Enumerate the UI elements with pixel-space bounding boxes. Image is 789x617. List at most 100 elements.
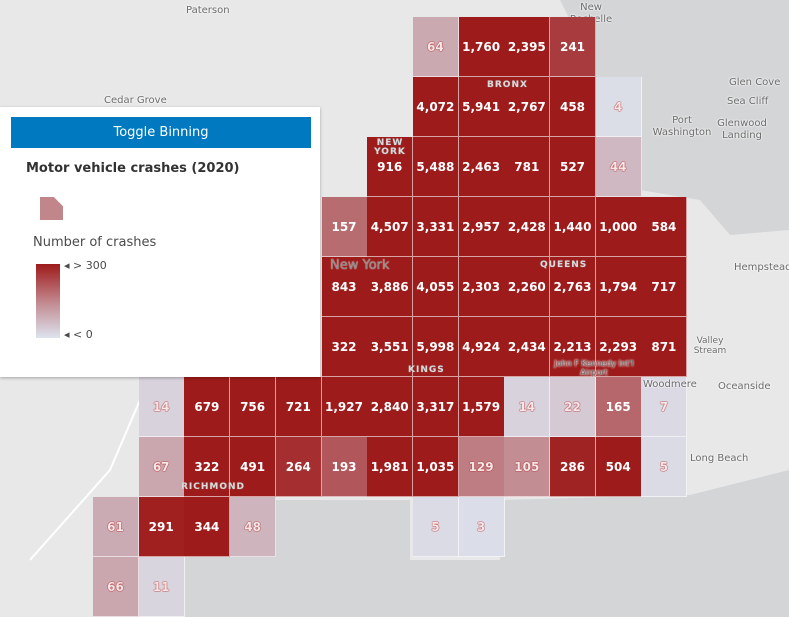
bin-cell[interactable]: 5,998 [412, 317, 459, 377]
ramp-title: Number of crashes [33, 235, 157, 250]
bin-cell[interactable]: 264 [275, 437, 322, 497]
bin-cell[interactable]: 3,317 [412, 377, 459, 437]
bin-cell[interactable]: 2,428 [504, 197, 551, 257]
bin-cell[interactable]: 5,488 [412, 137, 459, 197]
bin-cell[interactable]: 871 [641, 317, 688, 377]
bin-cell[interactable]: 22 [550, 377, 596, 437]
bin-cell[interactable]: 1,579 [458, 377, 505, 437]
bin-cell[interactable]: 105 [504, 437, 551, 497]
place-label: Glenwood Landing [717, 118, 767, 141]
bin-cell[interactable]: 2,434 [504, 317, 551, 377]
bin-cell[interactable]: 2,303 [458, 257, 505, 317]
borough-label: RICHMOND [181, 482, 246, 492]
place-label: Woodmere [643, 379, 697, 390]
bin-cell[interactable]: 4,072 [412, 77, 459, 137]
place-label: Port Washington [652, 115, 712, 138]
ramp-high-label: ◂ > 300 [64, 259, 107, 272]
bin-cell[interactable]: 2,260 [504, 257, 551, 317]
bin-cell[interactable]: 1,981 [367, 437, 414, 497]
bin-cell[interactable]: 1,035 [412, 437, 459, 497]
bin-cell[interactable]: 2,763 [550, 257, 596, 317]
bin-cell[interactable]: 66 [93, 557, 139, 617]
bin-cell[interactable]: 291 [138, 497, 185, 557]
place-label: Cedar Grove [104, 95, 167, 106]
bin-symbol-icon [40, 197, 63, 220]
place-label: Sea Cliff [727, 96, 769, 107]
bin-cell[interactable]: 2,840 [367, 377, 414, 437]
bin-cell[interactable]: 344 [184, 497, 231, 557]
bin-cell[interactable]: 1,440 [550, 197, 596, 257]
bin-cell[interactable]: 2,463 [458, 137, 505, 197]
bin-cell[interactable]: 504 [595, 437, 642, 497]
bin-cell[interactable]: 458 [550, 77, 596, 137]
bin-cell[interactable]: 3 [458, 497, 505, 557]
bin-cell[interactable]: 2,767 [504, 77, 551, 137]
bin-cell[interactable]: 193 [321, 437, 368, 497]
borough-label: BRONX [487, 80, 528, 90]
ramp-low-value: < 0 [73, 328, 93, 341]
bin-cell[interactable]: 717 [641, 257, 688, 317]
legend-panel: Toggle Binning Motor vehicle crashes (20… [0, 107, 320, 377]
bin-cell[interactable]: 67 [138, 437, 185, 497]
place-label: Paterson [186, 5, 230, 16]
borough-label: QUEENS [540, 260, 588, 270]
bin-cell[interactable]: 491 [230, 437, 277, 497]
bin-cell[interactable]: 157 [321, 197, 368, 257]
borough-label: NEW YORK [374, 138, 406, 157]
bin-cell[interactable]: 1,760 [458, 17, 505, 77]
bin-cell[interactable]: 1,000 [595, 197, 642, 257]
place-label: Hempstead [734, 262, 789, 273]
bin-cell[interactable]: 61 [93, 497, 139, 557]
bin-cell[interactable]: 843 [321, 257, 368, 317]
bin-cell[interactable]: 5 [641, 437, 688, 497]
bin-cell[interactable]: 129 [458, 437, 505, 497]
bin-cell[interactable]: 322 [184, 437, 231, 497]
color-ramp [36, 264, 60, 338]
place-label: John F Kennedy Int'l Airport [554, 359, 634, 377]
bin-cell[interactable]: 584 [641, 197, 688, 257]
bin-cell[interactable]: 721 [275, 377, 322, 437]
bin-cell[interactable]: 14 [504, 377, 551, 437]
ramp-low-label: ◂ < 0 [64, 328, 93, 341]
bin-cell[interactable]: 322 [321, 317, 368, 377]
bin-cell[interactable]: 4,055 [412, 257, 459, 317]
bin-cell[interactable]: 2,213 [550, 317, 596, 377]
place-label: Oceanside [718, 381, 771, 392]
bin-cell[interactable]: 2,957 [458, 197, 505, 257]
water-ocean [185, 470, 789, 617]
bin-cell[interactable]: 5 [412, 497, 459, 557]
place-label: Long Beach [690, 453, 749, 464]
bin-cell[interactable]: 4,924 [458, 317, 505, 377]
bin-cell[interactable]: 165 [595, 377, 642, 437]
bin-cell[interactable]: 781 [504, 137, 551, 197]
bin-cell[interactable]: 48 [230, 497, 277, 557]
bin-cell[interactable]: 44 [595, 137, 642, 197]
bin-cell[interactable]: 286 [550, 437, 596, 497]
bin-cell[interactable]: 4,507 [367, 197, 414, 257]
bin-cell[interactable]: 756 [230, 377, 277, 437]
bin-cell[interactable]: 5,941 [458, 77, 505, 137]
bin-cell[interactable]: 11 [138, 557, 185, 617]
ramp-high-value: > 300 [73, 259, 107, 272]
bin-cell[interactable]: 3,886 [367, 257, 414, 317]
bin-cell[interactable]: 2,395 [504, 17, 551, 77]
bin-cell[interactable]: 64 [412, 17, 459, 77]
bin-cell[interactable]: 2,293 [595, 317, 642, 377]
bin-cell[interactable]: 241 [550, 17, 596, 77]
bin-cell[interactable]: 3,551 [367, 317, 414, 377]
bin-cell[interactable]: 1,927 [321, 377, 368, 437]
bin-cell[interactable]: 14 [138, 377, 185, 437]
layer-title: Motor vehicle crashes (2020) [26, 161, 240, 176]
bin-cell[interactable]: 1,794 [595, 257, 642, 317]
water-long-island-sound [560, 0, 789, 235]
bin-cell[interactable]: 679 [184, 377, 231, 437]
place-label: Glen Cove [729, 77, 781, 88]
bin-cell[interactable]: 916 [367, 137, 414, 197]
toggle-binning-button[interactable]: Toggle Binning [11, 117, 311, 148]
place-label: Valley Stream [693, 336, 727, 356]
bin-cell[interactable]: 3,331 [412, 197, 459, 257]
bin-cell[interactable]: 4 [595, 77, 642, 137]
bin-cell[interactable]: 527 [550, 137, 596, 197]
place-label: New York [330, 258, 390, 273]
bin-cell[interactable]: 7 [641, 377, 688, 437]
